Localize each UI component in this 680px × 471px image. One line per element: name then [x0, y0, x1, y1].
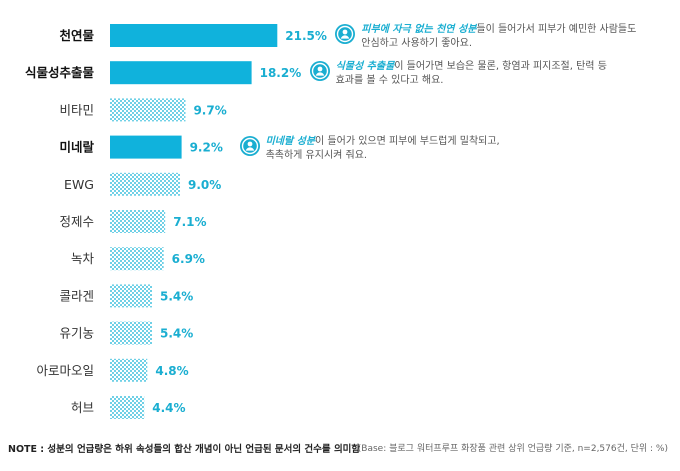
- bar: [110, 321, 152, 345]
- base-note: (Base: 블로그 워터프루프 화장품 관련 상위 언급량 기준, n=2,5…: [357, 444, 668, 454]
- annotation-line2: 효과를 볼 수 있다고 해요.: [335, 75, 444, 87]
- annotation-line1: 이 들어가면 보습은 물론, 항염과 피지조절, 탄력 등: [394, 61, 607, 73]
- annotation-highlight: 식물성 추출물: [335, 61, 395, 73]
- category-label: 식물성추출물: [25, 65, 95, 80]
- bar: [110, 210, 166, 233]
- bar: [110, 61, 252, 85]
- category-label: 정제수: [59, 214, 94, 229]
- value-label: 21.5%: [285, 29, 327, 43]
- person-icon: [239, 135, 260, 156]
- annotation-highlight: 미네랄 성분: [265, 135, 316, 147]
- bar: [110, 135, 182, 159]
- bar: [110, 358, 148, 382]
- value-label: 9.7%: [193, 103, 226, 117]
- category-label: 아로마오일: [36, 363, 94, 378]
- category-label: 비타민: [59, 102, 94, 117]
- value-label: 6.9%: [172, 252, 205, 266]
- bar: [110, 247, 164, 271]
- category-label: 천연물: [59, 28, 94, 43]
- category-label: 미네랄: [59, 140, 94, 155]
- footnote: NOTE : 성분의 언급량은 하위 속성들의 합산 개념이 아닌 언급된 문서…: [8, 444, 361, 455]
- bar: [110, 98, 186, 122]
- person-icon: [309, 61, 330, 82]
- bar: [110, 172, 180, 196]
- annotation-line2: 안심하고 사용하기 좋아요.: [361, 38, 473, 49]
- value-label: 4.8%: [155, 364, 188, 378]
- category-label: EWG: [64, 177, 94, 192]
- value-label: 5.4%: [160, 289, 193, 303]
- value-label: 9.0%: [188, 178, 221, 192]
- category-label: 녹차: [71, 251, 95, 266]
- category-label: 콜라겐: [59, 288, 94, 303]
- annotation: 미네랄 성분이 들어가 있으면 피부에 부드럽게 밀착되고, 촉촉하게 유지시켜 …: [239, 135, 500, 163]
- bar: [110, 24, 278, 47]
- person-icon: [335, 24, 356, 44]
- value-label: 5.4%: [160, 327, 193, 341]
- bar: [110, 284, 152, 308]
- annotation-line2: 촉촉하게 유지시켜 줘요.: [265, 149, 368, 161]
- annotation-highlight: 피부에 자극 없는 천연 성분: [361, 24, 477, 35]
- bar: [110, 396, 145, 419]
- category-label: 유기농: [59, 326, 94, 341]
- value-label: 18.2%: [260, 66, 302, 80]
- value-label: 4.4%: [152, 401, 185, 415]
- value-label: 9.2%: [190, 141, 223, 155]
- annotation-line1: 이 들어가 있으면 피부에 부드럽게 밀착되고,: [315, 135, 500, 147]
- annotation: 피부에 자극 없는 천연 성분들이 들어가서 피부가 예민한 사람들도 안심하고 …: [335, 23, 636, 51]
- category-label: 허브: [71, 400, 94, 415]
- value-label: 7.1%: [173, 215, 206, 229]
- annotation-line1: 들이 들어가서 피부가 예민한 사람들도: [476, 24, 637, 35]
